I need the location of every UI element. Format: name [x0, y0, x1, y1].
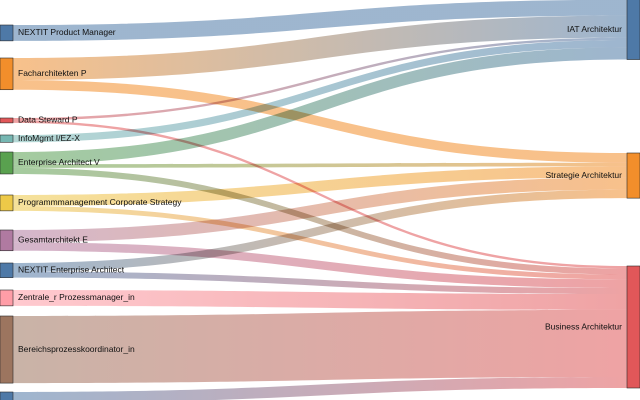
- link-programmmanagement-corporate-strategy-to-strategie-architektur: [13, 166, 627, 206]
- source-label-programmmanagement-corporate-strategy: Programmmanagement Corporate Strategy: [18, 197, 182, 207]
- link-infomgmt-i-ez-x-to-iat-architektur: [13, 40, 627, 143]
- link-gesamtarchitekt-e-to-strategie-architektur: [13, 177, 627, 243]
- source-node-infomgmt-i-ez-x[interactable]: [0, 134, 14, 143]
- target-node-iat-architektur[interactable]: [626, 0, 640, 60]
- link-gesamtarchitekt-e-to-business-architektur: [13, 242, 627, 288]
- source-node-nextit-product-manager[interactable]: [0, 24, 14, 42]
- link-enterprise-architect-v-to-iat-architektur: [13, 47, 627, 165]
- source-node-enterprise-architect-v[interactable]: [0, 151, 14, 175]
- source-node-data-steward-p[interactable]: [0, 117, 14, 124]
- link-enterprise-architect-v-to-strategie-architektur: [13, 162, 627, 168]
- sankey-labels: NEXTIT Product Manager Facharchitekten P D…: [18, 24, 622, 354]
- source-node-nextit-enterprise-architect[interactable]: [0, 262, 14, 278]
- target-node-strategie-architektur[interactable]: [626, 152, 640, 199]
- source-label-bereichsprozesskoordinator-in: Bereichsprozesskoordinator_in: [18, 344, 135, 354]
- link-zentrale-r-prozessmanager-in-to-business-architektur: [13, 290, 627, 310]
- source-label-data-steward-p: Data Steward P: [18, 115, 78, 125]
- target-label-business-architektur: Business Architektur: [545, 321, 622, 331]
- link-enterprise-architect-v-to-business-architektur: [13, 167, 627, 275]
- source-node-programmmanagement-corporate-strategy[interactable]: [0, 194, 14, 212]
- target-label-strategie-architektur: Strategie Architektur: [545, 170, 622, 180]
- source-label-nextit-enterprise-architect: NEXTIT Enterprise Architect: [18, 265, 125, 275]
- source-label-gesamtarchitekt-e: Gesamtarchitekt E: [18, 235, 88, 245]
- link-nextit-enterprise-architect-to-business-architektur: [13, 271, 627, 295]
- source-node-gesamtarchitekt-e[interactable]: [0, 229, 14, 252]
- source-label-facharchitekten-p: Facharchitekten P: [18, 68, 87, 78]
- link-programmmanagement-corporate-strategy-to-business-architektur: [13, 205, 627, 280]
- sankey-links: [13, 0, 627, 400]
- source-label-zentrale-r-prozessmanager-in: Zentrale_r Prozessmanager_in: [18, 292, 135, 302]
- link-nextit-enterprise-architect-to-strategie-architektur: [13, 189, 627, 272]
- source-label-enterprise-architect-v: Enterprise Architect V: [18, 157, 100, 167]
- source-label-nextit-product-manager: NEXTIT Product Manager: [18, 27, 116, 37]
- link-facharchitekten-p-to-strategie-architektur: [13, 79, 627, 163]
- link-data-steward-p-to-business-architektur: [13, 120, 627, 269]
- source-node-bereichsprozesskoordinator-in[interactable]: [0, 315, 14, 384]
- link-s11-to-business-architektur: [13, 377, 627, 400]
- link-facharchitekten-p-to-iat-architektur: [13, 15, 627, 80]
- link-nextit-product-manager-to-iat-architektur: [13, 0, 627, 41]
- target-label-iat-architektur: IAT Architektur: [567, 24, 622, 34]
- source-node-facharchitekten-p[interactable]: [0, 57, 14, 91]
- target-node-business-architektur[interactable]: [626, 265, 640, 389]
- link-data-steward-p-to-iat-architektur: [13, 37, 627, 121]
- link-bereichsprozesskoordinator-in-to-business-architektur: [13, 309, 627, 384]
- source-label-infomgmt-i-ez-x: InfoMgmt I/EZ-X: [18, 133, 80, 143]
- source-node-s11[interactable]: [0, 391, 14, 400]
- source-node-zentrale-r-prozessmanager-in[interactable]: [0, 289, 14, 307]
